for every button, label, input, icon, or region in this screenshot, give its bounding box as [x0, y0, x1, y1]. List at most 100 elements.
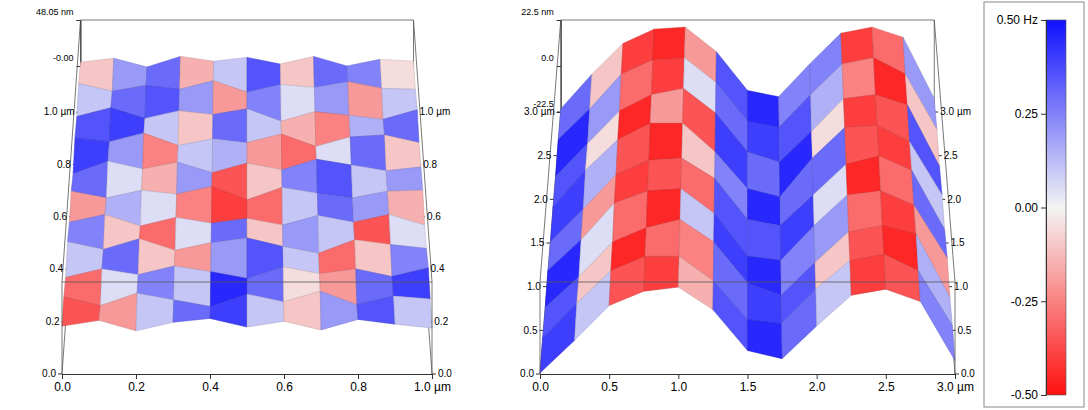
y-tick-label: 0.0 [42, 368, 56, 379]
figure: 0.00.00.20.20.40.40.60.60.80.81.0 µm1.0 … [0, 0, 1088, 410]
colorbar-tick [1041, 301, 1046, 302]
y-tick-label: 0.8 [57, 159, 71, 170]
surface-cell [842, 58, 875, 99]
z-tick-label: 48.05 nm [36, 7, 74, 17]
x-tick [886, 374, 887, 379]
z-tick-group: 22.5 nm [521, 7, 561, 20]
surface-cell [142, 162, 178, 194]
colorbar-tick-label: 0.00 [1015, 201, 1039, 215]
surface-cell [62, 297, 100, 326]
surface-cell [748, 189, 781, 226]
box-edge [81, 20, 414, 21]
surface-cell [179, 81, 213, 115]
surface-cell [247, 294, 284, 327]
surface-cell [320, 291, 358, 330]
z-axis-line-group: 22.5 nm0.0-22.5 [521, 7, 561, 112]
y-tick-label: 0.0 [520, 368, 534, 379]
y-tick-label: 1.5 [530, 237, 544, 248]
x-tick-label: 0.6 [276, 380, 293, 394]
colorbar-gradient [1046, 20, 1066, 395]
y-tick-label: 1.0 [954, 281, 968, 292]
surface-cell [850, 254, 886, 295]
y-tick-label: 1.0 [527, 281, 541, 292]
x-tick [817, 374, 818, 379]
colorbar-tick-group: 0.25 [1015, 107, 1046, 121]
x-axis-line-group: 0.00.51.01.52.02.53.0 µm [532, 374, 974, 394]
x-tick [609, 374, 610, 379]
x-tick [748, 374, 749, 379]
x-tick-group: 3.0 µm [937, 374, 974, 394]
x-tick [358, 374, 359, 379]
panel: 0.00.00.50.51.01.01.51.52.02.02.52.53.0 … [520, 7, 975, 393]
x-tick-group: 2.0 [809, 374, 826, 394]
surface [62, 56, 432, 330]
z-axis-line-group: 48.05 nm-0.00 [36, 7, 81, 112]
colorbar-tick-group: -0.50 [1011, 388, 1046, 402]
x-tick [432, 374, 433, 379]
surface-cell [354, 215, 391, 245]
box-edge [62, 282, 63, 374]
y-tick-label: 2.0 [947, 194, 961, 205]
colorbar-tick [1041, 20, 1046, 21]
z-tick [77, 20, 81, 21]
z-tick [557, 112, 561, 113]
y-tick-label: 0.8 [423, 159, 437, 170]
surface-cell [843, 95, 877, 128]
colorbar-tick-label: 0.50 Hz [997, 13, 1038, 27]
x-tick-label: 2.0 [809, 380, 826, 394]
x-tick-label: 1.5 [740, 380, 757, 394]
z-tick-group: -22.5 [533, 99, 561, 112]
x-axis-line [541, 375, 956, 380]
colorbar-tick [1041, 114, 1046, 115]
surface-cell [389, 215, 426, 249]
surface-cell [102, 239, 139, 275]
y-tick [536, 374, 540, 375]
z-axis-line [557, 21, 562, 113]
box-edge [955, 282, 956, 374]
x-tick [540, 374, 541, 379]
surface-cell [748, 91, 780, 128]
x-tick [62, 374, 63, 379]
surface-cell [348, 82, 383, 120]
x-axis-line [63, 375, 433, 380]
colorbar-axis-line [1041, 21, 1047, 396]
y-tick-label: 0.5 [524, 325, 538, 336]
surface-cell [816, 260, 851, 325]
surface-cell [649, 123, 683, 160]
surface-cell [350, 135, 386, 171]
surface-cell [748, 219, 781, 260]
surface-cell [386, 167, 423, 191]
surface-cell [319, 240, 356, 274]
z-tick-label: 22.5 nm [521, 7, 554, 17]
surface-cell [317, 159, 353, 198]
z-tick [557, 66, 561, 67]
colorbar-tick [1041, 395, 1046, 396]
box-edge [561, 20, 935, 21]
y-tick [58, 374, 62, 375]
x-tick-label: 1.0 [670, 380, 687, 394]
y-tick-label: 0.6 [427, 211, 441, 222]
surface-cell [645, 220, 680, 257]
y-tick-label: 2.0 [534, 194, 548, 205]
box-edge [432, 282, 433, 374]
surface-cell [748, 283, 782, 324]
colorbar-axis-line-group: 0.50 Hz0.250.00-0.25-0.50 [997, 13, 1047, 402]
surface-cell [284, 291, 321, 330]
surface-cell [357, 296, 395, 324]
x-tick-group: 1.5 [740, 374, 757, 394]
surface-cell [99, 293, 137, 331]
surface-cell [841, 27, 874, 64]
surface-cell [678, 256, 713, 309]
box-edge [540, 282, 541, 374]
surface-cell [213, 109, 247, 143]
x-tick-label: 0.0 [54, 380, 71, 394]
surface-cell [211, 186, 247, 223]
colorbar-tick-label: 0.25 [1015, 107, 1039, 121]
box-front [540, 282, 955, 374]
x-tick-group: 0.6 [276, 374, 293, 394]
y-tick-label: 0.0 [438, 368, 452, 379]
colorbar-tick-group: 0.00 [1015, 201, 1046, 215]
x-tick-group: 1.0 µm [414, 374, 451, 394]
x-tick-group: 0.5 [601, 374, 618, 394]
colorbar: 0.50 Hz0.250.00-0.25-0.50 [984, 2, 1084, 407]
